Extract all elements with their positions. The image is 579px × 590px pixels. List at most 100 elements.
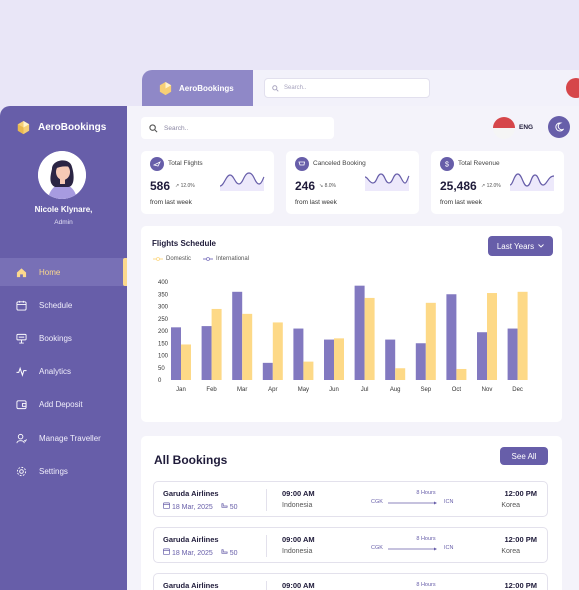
calendar-icon [16,300,27,311]
stat-value: 586 [150,179,171,193]
brand-name: AeroBookings [38,122,107,133]
chevron-down-icon [538,244,545,248]
bar-international[interactable] [415,343,426,380]
y-tick-label: 250 [158,317,169,323]
user-name: Nicole Klynare, [34,205,93,214]
bar-domestic[interactable] [487,293,497,380]
legend-international-marker [203,257,214,261]
sidebar-item-home[interactable]: Home [0,258,127,286]
stat-change: ↗ 12.0% [481,183,501,189]
bar-domestic[interactable] [425,302,436,380]
flag-icon[interactable] [493,117,515,139]
sparkline [219,172,265,191]
bar-domestic[interactable] [272,322,283,380]
y-tick-label: 200 [158,329,169,335]
dollar-icon: $ [440,157,454,171]
period-filter-label: Last Years [496,241,535,251]
departure-place: Indonesia [282,502,313,509]
y-tick-label: 350 [158,292,169,298]
sparkline [364,173,410,191]
logo-icon [159,81,172,95]
arrival-place: Korea [501,502,520,509]
booking-date: 18 Mar, 2025 [163,502,213,511]
sidebar-item-bookings[interactable]: Bookings [0,324,127,352]
period-filter-dropdown[interactable]: Last Years [488,236,553,256]
bar-international[interactable] [293,328,304,380]
stat-value: 246 [295,179,316,193]
x-tick-label: Jul [361,387,369,393]
search-input[interactable]: Search.. [141,117,334,139]
destination-code: ICN [444,545,454,551]
bar-international[interactable] [477,332,487,380]
bar-international[interactable] [507,328,518,380]
destination-code: ICN [444,499,454,505]
background-search-input[interactable]: Search.. [264,78,430,98]
analytics-icon [16,366,27,377]
y-tick-label: 400 [158,280,169,286]
sidebar-item-analytics[interactable]: Analytics [0,357,127,385]
x-tick-label: May [298,387,309,393]
bar-domestic[interactable] [364,297,375,380]
gear-icon [16,466,27,476]
indonesia-flag-icon [493,117,515,139]
bar-international[interactable] [201,326,212,380]
stat-card-total-revenue: $ Total Revenue 25,486 ↗ 12.0% from last… [431,151,564,214]
brand[interactable]: AeroBookings [16,120,106,135]
arrival-place: Korea [501,548,520,555]
chart-title: Flights Schedule [152,239,217,248]
stat-change: ↘ 8.0% [319,183,336,189]
stat-change: ↗ 12.0% [175,183,195,189]
background-brand: AeroBookings [142,70,253,106]
bar-international[interactable] [354,285,365,380]
all-bookings-card: All Bookings See All Garuda Airlines 18 … [141,436,562,590]
language-selector[interactable]: ENG [519,124,534,131]
origin-code: CGK [371,499,383,505]
dark-mode-button[interactable] [548,116,570,138]
x-tick-label: Apr [268,387,277,393]
background-search-placeholder: Search.. [284,85,307,91]
bar-domestic[interactable] [181,344,191,380]
stat-foot: from last week [150,199,192,206]
bar-international[interactable] [171,327,181,380]
bar-domestic[interactable] [334,338,344,380]
booking-seats-text: 50 [229,504,238,511]
calendar-icon [163,548,170,555]
airline-name: Garuda Airlines [163,581,219,590]
bar-international[interactable] [262,362,273,380]
calendar-icon [163,502,170,509]
x-tick-label: Mar [237,387,247,393]
booking-date: 18 Mar, 2025 [163,548,213,557]
bar-domestic[interactable] [303,361,314,380]
booking-meta: 18 Mar, 2025 50 [163,502,238,511]
see-all-button[interactable]: See All [500,447,548,465]
bar-domestic[interactable] [456,368,467,380]
y-tick-label: 0 [158,378,162,384]
bar-international[interactable] [446,294,457,380]
bar-domestic[interactable] [242,313,253,380]
moon-icon [555,122,564,132]
avatar[interactable] [38,151,86,199]
airline-name: Garuda Airlines [163,489,219,498]
arrival-time: 12:00 PM [504,535,537,544]
sidebar-item-schedule[interactable]: Schedule [0,291,127,319]
sidebar-item-manage-traveller[interactable]: Manage Traveller [0,424,127,452]
bar-international[interactable] [324,339,334,380]
stat-foot: from last week [440,199,482,206]
arrival-time: 12:00 PM [504,489,537,498]
flights-bar-chart: 0 50 100 150 200 250 300 350 400 Jan Feb Mar Apr May J… [158,280,528,393]
bar-domestic[interactable] [395,368,406,380]
bar-domestic[interactable] [211,308,222,380]
search-icon [149,123,158,132]
background-brand-label: AeroBookings [179,83,234,93]
bar-international[interactable] [232,291,243,380]
sidebar-item-settings[interactable]: Settings [0,457,127,485]
x-tick-label: Nov [482,387,493,393]
bar-domestic[interactable] [517,291,528,380]
sidebar-item-add-deposit[interactable]: Add Deposit [0,390,127,418]
bar-international[interactable] [385,339,396,380]
flight-duration: 8 Hours [416,582,436,588]
booking-meta: 18 Mar, 2025 50 [163,548,238,557]
